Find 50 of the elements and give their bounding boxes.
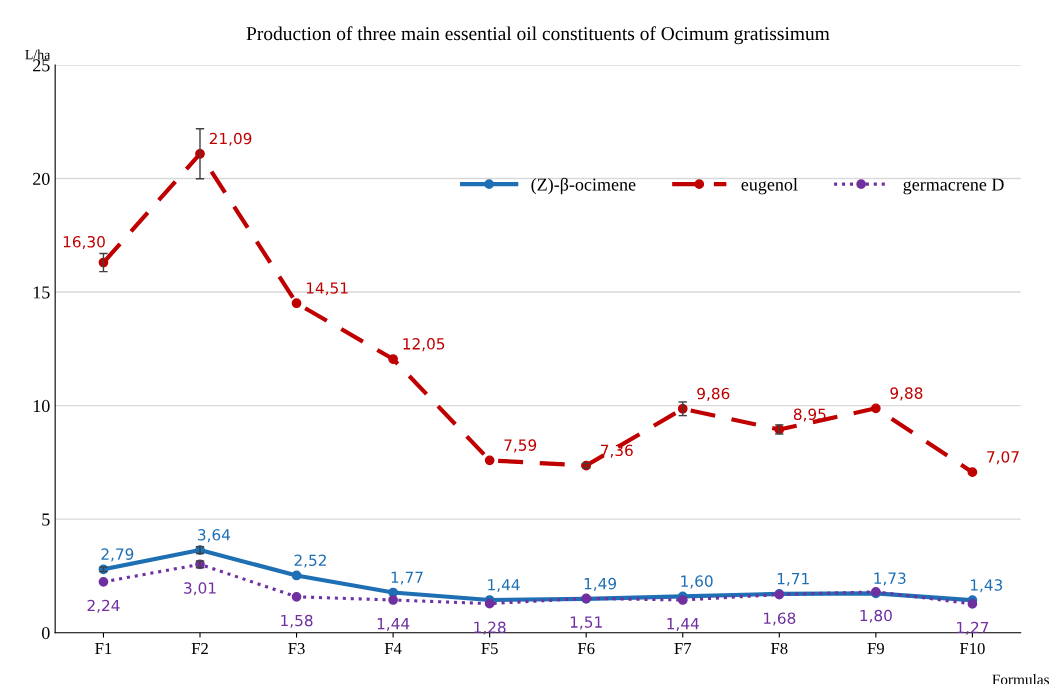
data-label: 14,51	[306, 282, 348, 296]
data-label: 2,24	[87, 599, 120, 613]
x-tick-label: F6	[577, 642, 595, 655]
data-label: 1,77	[391, 571, 423, 585]
x-tick-label: F3	[288, 642, 305, 655]
data-label: 9,88	[890, 387, 923, 401]
data-label: 12,05	[403, 338, 445, 352]
data-label: 3,64	[198, 529, 231, 543]
data-label: 16,30	[63, 235, 105, 250]
data-label: 21,09	[209, 132, 252, 146]
data-label: 1,60	[681, 575, 713, 589]
data-label: 7,59	[504, 439, 537, 453]
data-label: 1,80	[860, 609, 892, 623]
data-label: 1,71	[777, 573, 809, 586]
x-tick-label: F4	[384, 643, 402, 654]
y-tick-label: 20	[33, 172, 50, 185]
data-label: 1,43	[970, 579, 1003, 593]
data-label: 1,68	[763, 612, 796, 626]
chart-title: Production of three main essential oil constituents of Ocimum gratissimum	[246, 26, 830, 45]
data-label: 2,79	[101, 548, 134, 562]
x-tick-label: F2	[191, 642, 208, 654]
x-tick-label: F9	[867, 642, 884, 655]
y-tick-label: 0	[41, 626, 50, 640]
data-label: 3,01	[184, 582, 216, 596]
y-tick-label: 5	[42, 513, 50, 526]
x-axis-title: Formulas	[992, 674, 1049, 684]
x-tick-label: F1	[95, 642, 112, 654]
legend-label: (Z)-β-ocimene	[531, 177, 636, 195]
data-label: 1,28	[474, 621, 506, 635]
data-label: 1,58	[281, 614, 313, 628]
x-tick-label: F8	[770, 642, 788, 655]
legend-label: eugenol	[741, 177, 798, 195]
data-label: 1,73	[874, 572, 906, 586]
x-tick-label: F7	[674, 643, 692, 654]
data-label: 1,27	[957, 621, 989, 635]
data-label: 2,52	[294, 554, 326, 568]
data-label: 1,49	[584, 577, 617, 591]
data-label: 1,44	[488, 579, 520, 593]
data-label: 9,86	[697, 387, 730, 401]
x-tick-label: F5	[481, 643, 498, 655]
y-tick-label: 25	[33, 59, 50, 72]
data-label: 1,44	[667, 618, 699, 631]
y-axis-title: L/ha	[25, 49, 51, 60]
y-tick-label: 10	[33, 399, 50, 413]
x-tick-label: F10	[959, 642, 985, 655]
data-label: 1,44	[377, 618, 410, 631]
data-label: 7,07	[987, 451, 1019, 465]
y-tick-label: 15	[33, 286, 50, 299]
legend-label: germacrene D	[903, 178, 1004, 195]
data-label: 1,51	[570, 616, 602, 630]
